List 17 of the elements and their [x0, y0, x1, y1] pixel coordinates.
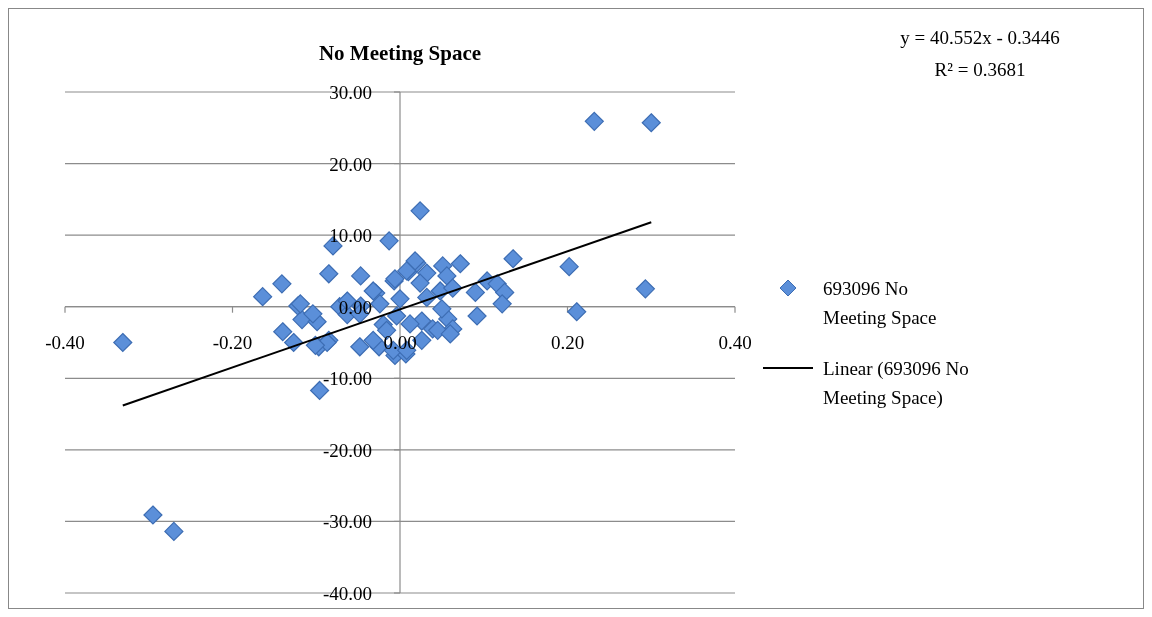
text: R² = 0.3681 — [934, 59, 1026, 80]
y-tick-label: -10.00 — [322, 368, 372, 390]
y-tick-label: 20.00 — [329, 153, 372, 175]
y-tick-label: 0.00 — [338, 296, 372, 318]
text: y = 40.552x - 0.3446 — [900, 27, 1060, 48]
x-tick-label: 0.40 — [718, 331, 752, 353]
x-tick-label: -0.40 — [45, 331, 85, 353]
y-tick-label: -30.00 — [322, 511, 372, 533]
chart-title: No Meeting Space — [318, 41, 482, 65]
y-tick-label: 30.00 — [329, 82, 372, 103]
x-tick-label: -0.20 — [212, 331, 253, 353]
y-tick-label: -20.00 — [322, 439, 372, 461]
legend-label: 693096 No Meeting Space — [823, 278, 937, 328]
y-tick-label: 10.00 — [329, 225, 372, 247]
x-tick-label: 0.20 — [550, 331, 585, 353]
legend-label: Linear (693096 No Meeting Space) — [823, 358, 969, 409]
y-tick-label: -40.00 — [322, 583, 372, 604]
